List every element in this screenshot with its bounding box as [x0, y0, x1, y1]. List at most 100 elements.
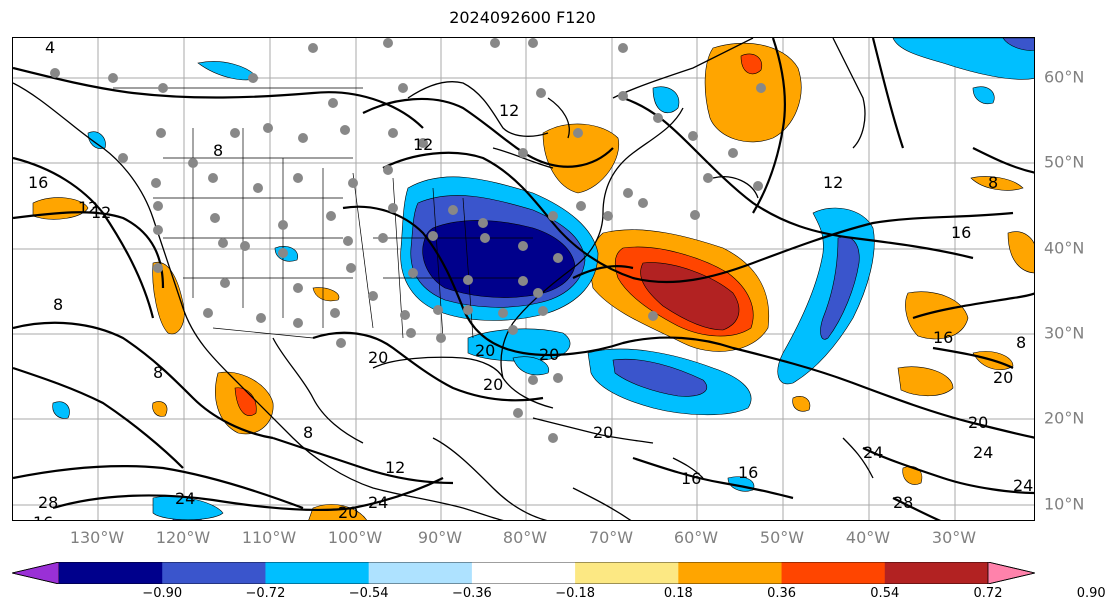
contour-label: 8	[153, 363, 163, 382]
map-canvas: 4 8 12 16 8 12 16 20 24 12 20 20 20 20 8…	[13, 38, 1034, 521]
anomaly-warm-greenland-tip	[740, 53, 763, 75]
anomaly-cool-caribbean-core	[612, 358, 708, 397]
contour-label: 20	[368, 348, 388, 367]
colorbar-tick-label: 0.54	[870, 586, 900, 601]
colorbar-tick-label: −0.90	[142, 586, 183, 601]
contour-label: 4	[45, 38, 55, 57]
anomaly-cool-top-right-core	[1002, 38, 1034, 51]
contour-label: 12	[385, 458, 405, 477]
lon-label: 60°W	[673, 528, 719, 547]
colorbar-bin	[471, 562, 576, 584]
map-frame: 4 8 12 16 8 12 16 20 24 12 20 20 20 20 8…	[12, 37, 1035, 521]
lon-label: 70°W	[588, 528, 634, 547]
contour-label: 16	[738, 463, 758, 482]
negative-anomaly-shading	[52, 38, 1034, 520]
lat-label: 50°N	[1044, 152, 1085, 172]
contour-label: 16	[28, 173, 48, 192]
colorbar-bin	[781, 562, 886, 584]
contour-label: 20	[593, 423, 613, 442]
lon-label: 80°W	[502, 528, 548, 547]
colorbar	[12, 562, 1035, 584]
colorbar-tick-label: 0.72	[973, 586, 1003, 601]
contour-label: 20	[968, 413, 988, 432]
colorbar-bin	[265, 562, 370, 584]
lon-label: 110°W	[241, 528, 297, 547]
colorbar-bin	[162, 562, 266, 584]
contour-label: 24	[863, 443, 883, 462]
lon-label: 100°W	[327, 528, 383, 547]
anomaly-warm-east-atl	[905, 291, 969, 340]
lon-label: 30°W	[931, 528, 977, 547]
colorbar-tick-label: −0.36	[451, 586, 492, 601]
station-dots	[50, 38, 766, 443]
contour-label: 20	[539, 345, 559, 364]
colorbar-tick-label: −0.18	[555, 586, 596, 601]
contour-label: 12	[823, 173, 843, 192]
colorbar-tick-label: −0.54	[348, 586, 389, 601]
contour-labels: 4 8 12 16 8 12 16 20 24 12 20 20 20 20 8…	[28, 38, 1033, 521]
contour-label: 8	[1016, 333, 1026, 352]
positive-anomaly-shading	[32, 42, 1034, 520]
contour-label: 12	[413, 135, 433, 154]
anomaly-peak-atlantic	[640, 262, 740, 331]
contour-label: 12	[91, 203, 111, 222]
anomaly-cool-ne-atl	[972, 86, 995, 105]
anomaly-warm-gulf	[152, 401, 168, 417]
contour-label: 20	[475, 341, 495, 360]
contour-label: 20	[993, 368, 1013, 387]
map-title: 2024092600 F120	[449, 8, 596, 27]
lon-label: 120°W	[155, 528, 211, 547]
coastlines	[13, 38, 874, 520]
contour-label: 8	[303, 423, 313, 442]
anomaly-warm-far-east	[1007, 231, 1034, 274]
lon-label: 50°W	[759, 528, 805, 547]
contour-label: 8	[53, 295, 63, 314]
colorbar-bin	[678, 562, 783, 584]
lat-label: 20°N	[1044, 408, 1085, 428]
colorbar-extend-high	[987, 562, 1035, 584]
anomaly-warm-labrador	[704, 42, 802, 143]
colorbar-bin	[59, 562, 163, 584]
contour-label: 12	[78, 198, 98, 217]
anomaly-cool-atlantic-band-core	[820, 236, 860, 340]
colorbar-bin	[884, 562, 989, 584]
contour-label: 16	[681, 469, 701, 488]
anomaly-cool-pacific	[52, 401, 70, 419]
anomaly-cool-bahamas	[512, 356, 550, 376]
anomaly-warm-ne-1	[792, 396, 811, 412]
lon-label: 40°W	[845, 528, 891, 547]
colorbar-tick-label: 0.18	[663, 586, 693, 601]
colorbar-bin	[368, 562, 473, 584]
colorbar-tick-label: −0.72	[245, 586, 286, 601]
colorbar-tick-label: 0.90	[1076, 586, 1105, 601]
colorbar-bin	[575, 562, 679, 584]
colorbar-extend-low	[12, 562, 60, 584]
anomaly-cool-top-right	[892, 38, 1034, 80]
lat-label: 30°N	[1044, 323, 1085, 343]
contours	[13, 38, 1034, 520]
lon-label: 130°W	[69, 528, 125, 547]
contour-label: 16	[933, 328, 953, 347]
contour-label: 20	[338, 503, 358, 521]
anomaly-warm-east-atl-2	[897, 366, 954, 397]
contour-label: 24	[1013, 476, 1033, 495]
lon-label: 90°W	[417, 528, 463, 547]
lat-label: 60°N	[1044, 67, 1085, 87]
contour-label: 24	[368, 493, 388, 512]
contour-label: 20	[483, 375, 503, 394]
anomaly-cool-hudson	[652, 86, 680, 113]
lat-label: 10°N	[1044, 494, 1085, 514]
contour-label: 24	[973, 443, 993, 462]
contour-label: 8	[988, 173, 998, 192]
contour-label: 28	[38, 493, 58, 512]
contour-label: 28	[893, 493, 913, 512]
anomaly-cool-bc	[87, 131, 106, 149]
colorbar-tick-label: 0.36	[767, 586, 797, 601]
contour-label: 8	[213, 141, 223, 160]
contour-label: 16	[33, 513, 53, 521]
contour-label: 12	[499, 101, 519, 120]
contour-label: 24	[175, 489, 195, 508]
contour-label: 16	[951, 223, 971, 242]
anomaly-warm-ne-2	[970, 176, 1024, 191]
lat-label: 40°N	[1044, 238, 1085, 258]
